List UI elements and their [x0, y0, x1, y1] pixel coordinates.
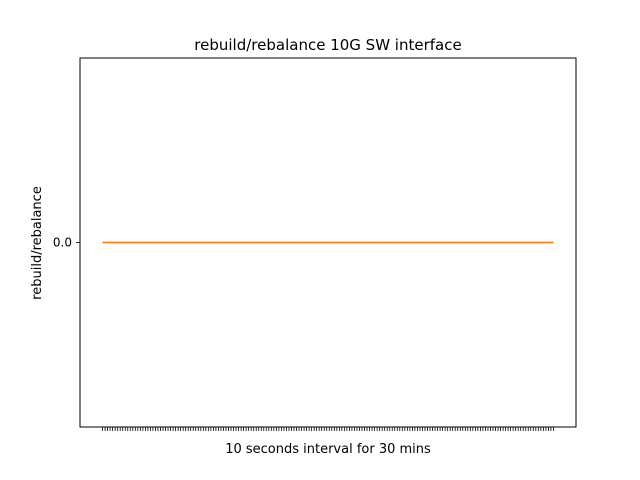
x-ticks: [102, 427, 554, 431]
y-tick-label: 0.0: [53, 236, 72, 250]
y-ticks: 0.0: [53, 236, 80, 250]
y-axis-label: rebuild/rebalance: [30, 186, 45, 300]
chart-title: rebuild/rebalance 10G SW interface: [194, 36, 461, 54]
x-axis-label: 10 seconds interval for 30 mins: [225, 442, 431, 457]
